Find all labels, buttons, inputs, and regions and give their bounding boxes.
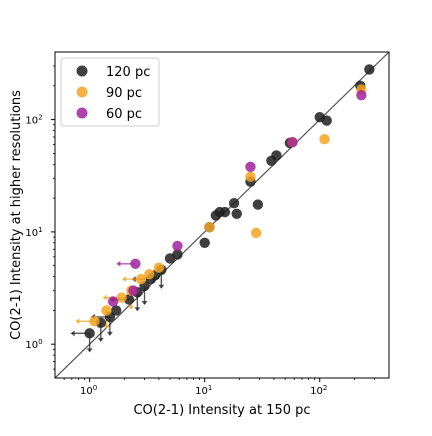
plot-area <box>55 52 389 378</box>
point-120pc <box>252 199 264 210</box>
legend: 120 pc 90 pc 60 pc <box>60 57 160 127</box>
point-120pc <box>271 150 282 161</box>
point-60pc <box>245 161 256 172</box>
legend-label-90pc: 90 pc <box>106 86 142 101</box>
upper-limit-arrowhead-90pc <box>128 305 135 310</box>
point-90pc <box>319 133 330 145</box>
legend-label-120pc: 120 pc <box>106 65 150 80</box>
y-tick-label: 101 <box>25 226 42 239</box>
upper-limit-arrowhead-120pc <box>158 284 165 289</box>
upper-limit-arrowhead-120pc <box>141 300 148 305</box>
left-limit-arrowhead-90pc <box>75 318 80 325</box>
point-90pc <box>153 262 165 273</box>
point-120pc <box>199 237 210 248</box>
x-tick-label: 102 <box>310 384 327 397</box>
point-120pc <box>228 198 240 209</box>
point-90pc <box>144 269 155 280</box>
x-tick-label: 101 <box>195 384 212 397</box>
point-120pc <box>172 249 183 260</box>
point-90pc <box>245 171 256 182</box>
axis-ticks: 100 101 102 100 101 102 <box>25 65 376 397</box>
point-120pc <box>84 328 95 339</box>
left-limit-arrowhead-120pc <box>70 330 75 337</box>
legend-marker-120pc <box>76 65 88 77</box>
point-90pc <box>135 273 147 285</box>
point-60pc <box>287 136 298 148</box>
upper-limit-arrowhead-120pc <box>134 307 141 312</box>
point-90pc <box>101 305 112 316</box>
data-points <box>84 64 375 339</box>
upper-limit-arrowhead-120pc <box>97 337 104 342</box>
point-120pc <box>231 208 242 219</box>
y-tick-label: 100 <box>25 338 42 351</box>
point-60pc <box>107 296 119 307</box>
point-90pc <box>250 227 262 239</box>
x-tick-label: 100 <box>80 384 97 397</box>
upper-limit-arrowhead-120pc <box>106 331 113 336</box>
upper-limit-arrowhead-90pc <box>103 325 110 330</box>
point-60pc <box>130 258 141 269</box>
legend-marker-60pc <box>76 107 88 119</box>
point-60pc <box>128 285 139 296</box>
upper-limit-arrowhead-120pc <box>86 348 93 353</box>
point-120pc <box>364 64 375 75</box>
point-90pc <box>116 292 127 303</box>
axes-frame <box>54 51 390 379</box>
y-axis-label: CO(2-1) Intensity at higher resolutions <box>9 90 24 340</box>
point-90pc <box>204 222 215 233</box>
left-limit-arrowhead-90pc <box>102 294 107 301</box>
point-60pc <box>172 240 183 252</box>
left-limit-arrowhead-90pc <box>122 276 127 283</box>
point-120pc <box>321 115 332 126</box>
point-120pc <box>110 305 122 316</box>
legend-marker-90pc <box>76 86 88 98</box>
legend-label-60pc: 60 pc <box>106 107 142 122</box>
left-limit-arrowhead-60pc <box>116 260 121 267</box>
point-120pc <box>219 206 231 218</box>
point-90pc <box>89 316 100 327</box>
x-axis-label: CO(2-1) Intensity at 150 pc <box>133 403 310 418</box>
point-60pc <box>356 89 367 101</box>
y-tick-label: 102 <box>25 114 42 127</box>
